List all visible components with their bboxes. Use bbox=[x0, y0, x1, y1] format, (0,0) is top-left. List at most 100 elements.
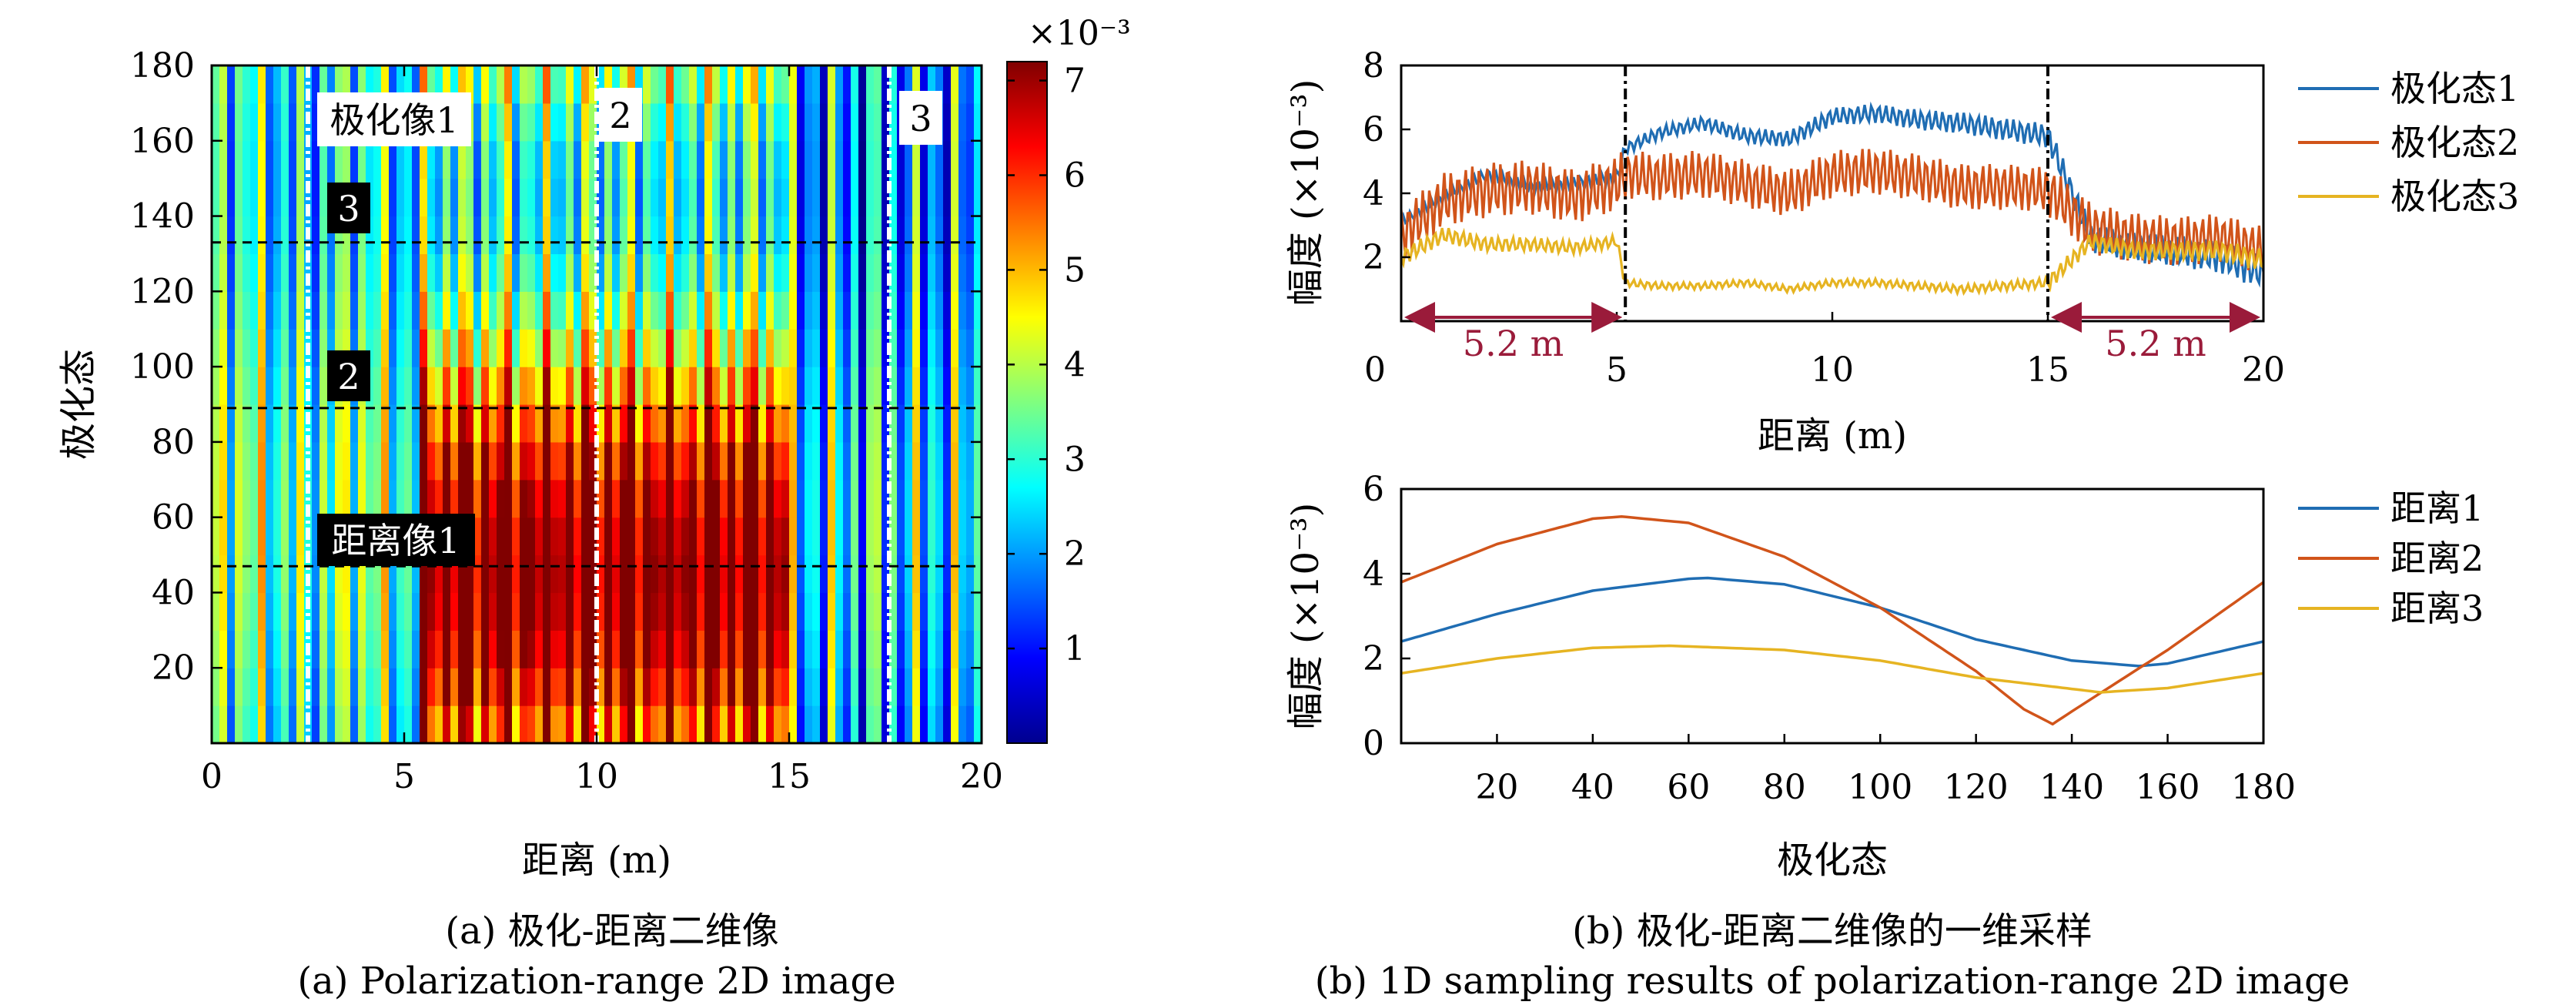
heatmap-cell bbox=[235, 441, 243, 481]
heatmap-cell bbox=[527, 65, 536, 104]
heatmap-cell bbox=[258, 479, 266, 518]
heatmap-cell bbox=[358, 668, 366, 706]
heatmap-cell bbox=[720, 102, 728, 142]
heatmap-cell bbox=[527, 291, 536, 330]
heatmap-cell bbox=[520, 329, 528, 367]
heatmap-cell bbox=[481, 668, 490, 706]
heatmap-cell bbox=[250, 329, 259, 367]
heatmap-cell bbox=[828, 554, 836, 594]
heatmap-cell bbox=[828, 367, 836, 405]
heatmap-cell bbox=[435, 592, 443, 631]
heatmap-cell bbox=[943, 404, 952, 443]
heatmap-cell bbox=[473, 554, 482, 594]
heatmap-cell bbox=[681, 253, 690, 292]
heatmap-cell bbox=[243, 178, 251, 217]
heatmap-cell bbox=[450, 668, 459, 706]
heatmap-cell bbox=[219, 140, 228, 179]
heatmap-cell bbox=[620, 592, 628, 631]
heatmap-cell bbox=[473, 329, 482, 367]
heatmap-cell bbox=[897, 592, 905, 631]
heatmap-cell bbox=[335, 404, 343, 443]
heatmap-cell bbox=[281, 668, 289, 706]
heatmap-cell bbox=[512, 253, 520, 292]
heatmap-cell bbox=[951, 291, 959, 330]
heatmap-cell bbox=[458, 65, 467, 104]
heatmap-cell bbox=[558, 592, 567, 631]
heatmap-cell bbox=[751, 65, 759, 104]
heatmap-cell bbox=[250, 102, 259, 142]
heatmap-cell bbox=[443, 216, 451, 255]
heatmap-cell bbox=[866, 102, 875, 142]
heatmap-cell bbox=[897, 554, 905, 594]
heatmap-cell bbox=[835, 479, 844, 518]
heatmap-cell bbox=[389, 554, 397, 594]
heatmap-cell bbox=[473, 253, 482, 292]
heatmap-cell bbox=[666, 65, 674, 104]
heatmap-cell bbox=[651, 291, 659, 330]
heatmap-cell bbox=[627, 554, 636, 594]
legend-label: 极化态3 bbox=[2390, 176, 2519, 217]
heatmap-cell bbox=[443, 140, 451, 179]
heatmap-cell bbox=[643, 102, 651, 142]
heatmap-cell bbox=[681, 479, 690, 518]
heatmap-cell bbox=[404, 216, 413, 255]
heatmap-cell bbox=[958, 441, 967, 481]
heatmap-cell bbox=[281, 630, 289, 668]
heatmap-cell bbox=[697, 441, 705, 481]
heatmap-cell bbox=[243, 592, 251, 631]
heatmap-cell bbox=[835, 102, 844, 142]
heatmap-cell bbox=[366, 479, 374, 518]
heatmap-cell bbox=[627, 253, 636, 292]
heatmap-cell bbox=[550, 178, 559, 217]
heatmap-cell bbox=[250, 404, 259, 443]
heatmap-cell bbox=[935, 517, 944, 556]
heatmap-cell bbox=[281, 592, 289, 631]
heatmap-cell bbox=[558, 65, 567, 104]
heatmap-cell bbox=[235, 630, 243, 668]
heatmap-cell bbox=[789, 102, 798, 142]
heatmap-cell bbox=[373, 554, 382, 594]
heatmap-cell bbox=[527, 102, 536, 142]
heatmap-cell bbox=[774, 554, 782, 594]
heatmap-cell bbox=[312, 592, 320, 631]
heatmap-cell bbox=[920, 554, 928, 594]
heatmap-cell bbox=[858, 705, 867, 743]
heatmap-cell bbox=[858, 668, 867, 706]
heatmap-cell bbox=[843, 367, 851, 405]
heatmap-cell bbox=[219, 705, 228, 743]
heatmap-cell bbox=[520, 65, 528, 104]
heatmap-cell bbox=[651, 253, 659, 292]
heatmap-cell bbox=[489, 253, 497, 292]
heatmap-cell bbox=[604, 216, 613, 255]
heatmap-cell bbox=[273, 65, 282, 104]
heatmap-cell bbox=[243, 291, 251, 330]
heatmap-cell bbox=[781, 65, 790, 104]
heatmap-cell bbox=[412, 479, 420, 518]
heatmap-cell bbox=[712, 517, 721, 556]
heatmap-cell bbox=[958, 178, 967, 217]
heatmap-cell bbox=[250, 65, 259, 104]
heatmap-cell bbox=[666, 592, 674, 631]
heatmap-cell bbox=[851, 329, 859, 367]
heatmap-cell bbox=[882, 705, 890, 743]
heatmap-cell bbox=[319, 592, 328, 631]
heatmap-cell bbox=[219, 291, 228, 330]
heatmap-cell bbox=[897, 140, 905, 179]
heatmap-cell bbox=[797, 668, 805, 706]
heatmap-cell bbox=[843, 668, 851, 706]
heatmap-cell bbox=[350, 592, 359, 631]
heatmap-cell bbox=[366, 554, 374, 594]
heatmap-cell bbox=[219, 592, 228, 631]
heatmap-cell bbox=[504, 291, 513, 330]
heatmap-cell bbox=[805, 441, 813, 481]
heatmap-cell bbox=[281, 291, 289, 330]
heatmap-cell bbox=[774, 441, 782, 481]
heatmap-cell bbox=[889, 367, 898, 405]
heatmap-cell bbox=[343, 404, 351, 443]
heatmap-cell bbox=[658, 517, 667, 556]
heatmap-cell bbox=[435, 367, 443, 405]
heatmap-cell bbox=[774, 367, 782, 405]
heatmap-cell bbox=[858, 102, 867, 142]
heatmap-cell bbox=[635, 329, 644, 367]
heatmap-cell bbox=[966, 441, 975, 481]
